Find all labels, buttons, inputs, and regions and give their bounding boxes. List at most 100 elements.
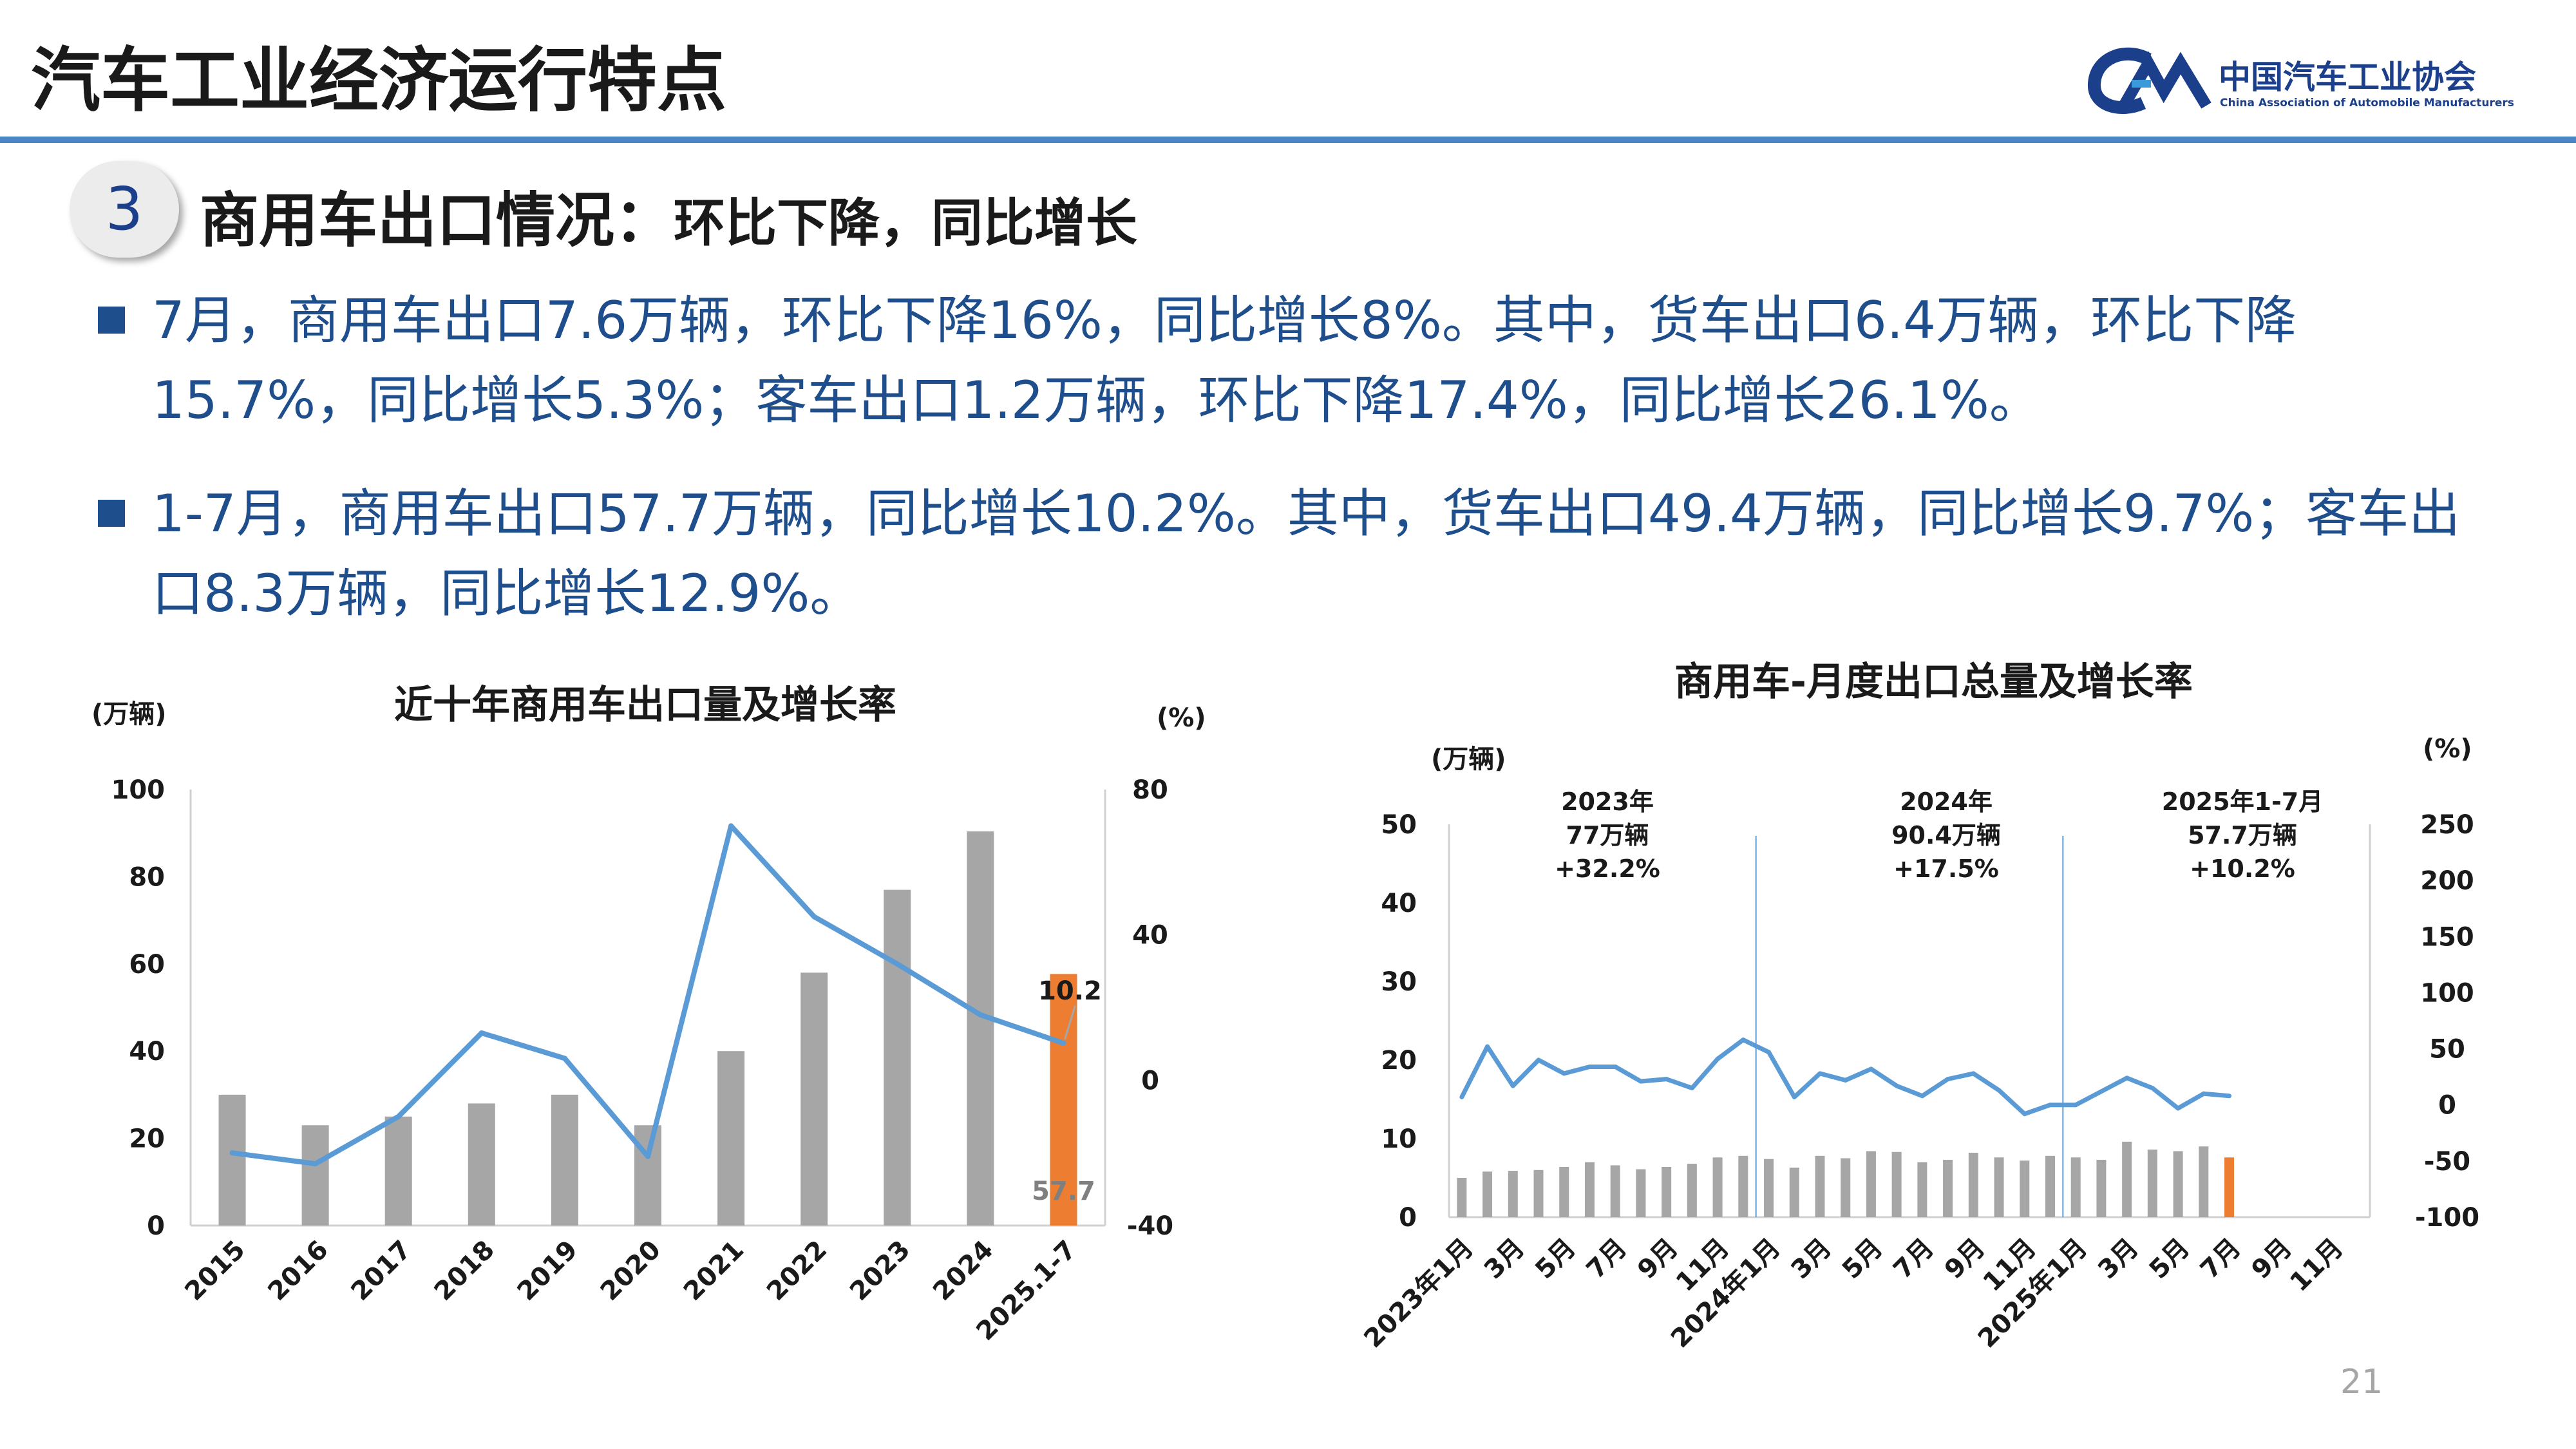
chart2-growth-point <box>1894 1083 1899 1088</box>
chart2-title: 商用车-月度出口总量及增长率 <box>1674 659 2193 705</box>
chart1-y-tick: 20 <box>129 1124 165 1154</box>
chart1-growth-point <box>312 1161 318 1167</box>
chart2-growth-point <box>1689 1086 1694 1091</box>
chart1-bar <box>468 1103 495 1226</box>
chart2-annotation-line: +32.2% <box>1555 855 1660 883</box>
chart2-growth-point <box>1613 1064 1618 1069</box>
chart1-x-tick: 2017 <box>346 1235 417 1307</box>
chart2-x-tick: 3月 <box>2092 1233 2144 1285</box>
chart2-bar <box>1764 1159 1774 1217</box>
chart1-growth-point <box>229 1150 235 1156</box>
chart2-y-tick: 30 <box>1381 967 1417 997</box>
chart2-x-tick: 3月 <box>1786 1233 1837 1285</box>
section-title: 商用车出口情况：环比下降，同比增长 <box>200 173 1137 258</box>
section-title-main: 商用车出口情况： <box>200 186 674 255</box>
chart2-y-tick: 20 <box>1381 1046 1417 1075</box>
chart2-bar <box>1636 1169 1646 1217</box>
chart1-y-tick: 60 <box>129 950 165 980</box>
chart1-growth-point <box>395 1113 401 1119</box>
chart2-growth-point <box>2047 1103 2052 1108</box>
chart1-growth-point <box>1061 1040 1066 1046</box>
chart1-title: 近十年商用车出口量及增长率 <box>394 683 896 728</box>
chart2-y2-unit: (%) <box>2423 734 2472 764</box>
chart2-bar <box>1891 1151 1902 1217</box>
chart1-y2-unit: (%) <box>1157 703 1206 733</box>
chart2-annotation-line: +10.2% <box>2190 855 2295 883</box>
chart2-growth-point <box>1485 1044 1490 1049</box>
chart1-x-tick: 2021 <box>678 1235 750 1307</box>
chart2-y2-tick: 0 <box>2438 1091 2456 1121</box>
chart2-y-tick: 40 <box>1381 889 1417 918</box>
chart1-bar <box>384 1116 412 1226</box>
chart2: 0 10 20 30 40 50 -100 -50 0 50 100 150 200 250 2023年1月… <box>1358 788 2479 1354</box>
chart2-bar <box>2147 1150 2157 1217</box>
bullet-marker-2 <box>98 500 125 527</box>
chart2-y2-tick: 150 <box>2420 922 2474 952</box>
chart1-growth-line <box>232 823 1065 1167</box>
chart2-growth-line <box>1459 1037 2230 1117</box>
chart2-growth-point <box>1766 1050 1772 1055</box>
chart2-growth-point <box>2227 1094 2232 1099</box>
chart1-y-unit: (万辆) <box>91 699 167 729</box>
chart2-x-tick: 5月 <box>2144 1233 2195 1285</box>
chart2-annotation-line: 2025年1-7月 <box>2162 788 2323 816</box>
chart1-x-tick: 2018 <box>429 1235 500 1307</box>
chart1-bar <box>800 972 828 1226</box>
section-subtitle: 环比下降，同比增长 <box>674 193 1138 253</box>
chart2-bar <box>1917 1162 1927 1217</box>
chart1-growth-point <box>978 1012 983 1018</box>
chart2-annotation-line: 2023年 <box>1561 788 1654 816</box>
chart2-growth-point <box>1459 1095 1464 1100</box>
chart1-x-tick: 2015 <box>179 1235 251 1307</box>
chart2-growth-point <box>1996 1088 2002 1093</box>
chart1-bar <box>301 1125 329 1226</box>
chart2-growth-point <box>1587 1064 1592 1069</box>
chart2-bar <box>1662 1166 1672 1217</box>
chart1-growth-point <box>811 914 817 920</box>
chart1-y-tick: 100 <box>111 775 166 805</box>
chart1-line-label-leader <box>1064 1005 1076 1040</box>
chart1-x-tick: 2019 <box>512 1235 583 1307</box>
chart1-bar <box>967 831 994 1226</box>
chart2-bar <box>1815 1155 1825 1217</box>
chart1-y-tick: 80 <box>129 862 165 892</box>
chart1-y2-tick: -40 <box>1127 1211 1173 1241</box>
chart2-growth-point <box>1638 1079 1643 1084</box>
chart2-y-tick: 50 <box>1381 810 1417 840</box>
chart2-y2-tick: 100 <box>2420 978 2474 1008</box>
chart2-annotation-line: 77万辆 <box>1566 821 1649 849</box>
chart1-x-tick: 2024 <box>927 1235 999 1307</box>
chart2-bar <box>1738 1155 1748 1217</box>
chart2-growth-point <box>1946 1077 1951 1082</box>
page-title: 汽车工业经济运行特点 <box>31 41 727 121</box>
chart1-bar <box>717 1051 745 1226</box>
chart2-growth-point <box>2150 1086 2155 1091</box>
chart1-y2-tick: 40 <box>1132 921 1168 951</box>
chart1: 0 20 40 60 80 100 -40 0 40 80 2015 2016 2017 2018 2019… <box>111 775 1174 1347</box>
chart1-growth-point <box>728 823 734 829</box>
chart1-line-label: 10.2 <box>1038 976 1102 1006</box>
chart1-y-tick: 0 <box>147 1211 165 1241</box>
chart2-bar <box>1482 1171 1493 1217</box>
chart2-y2-tick: 50 <box>2429 1035 2465 1065</box>
chart2-bar <box>2020 1160 2030 1217</box>
chart2-growth-point <box>1971 1071 1976 1076</box>
chart2-bar <box>1968 1152 1978 1217</box>
cam-logo-icon <box>2088 47 2211 114</box>
chart2-bar-highlight <box>2224 1157 2235 1217</box>
chart2-growth-point <box>1920 1094 1925 1099</box>
chart2-bar <box>1584 1162 1595 1217</box>
chart2-growth-point <box>1741 1037 1746 1043</box>
chart2-bar <box>2070 1157 2081 1217</box>
bullet-text-2: 1-7月，商用车出口57.7万辆，同比增长10.2%。其中，货车出口49.4万辆… <box>152 484 2461 623</box>
chart2-growth-point <box>1536 1057 1541 1063</box>
chart1-y2-tick: 0 <box>1141 1066 1159 1095</box>
chart1-bar <box>218 1094 246 1226</box>
chart2-y-unit: (万辆) <box>1431 744 1506 774</box>
chart1-bar <box>884 889 911 1226</box>
chart2-growth-point <box>1868 1066 1873 1072</box>
chart2-x-tick: 7月 <box>1581 1233 1633 1285</box>
logo-text-en: China Association of Automobile Manufact… <box>2220 97 2514 109</box>
chart2-y2-tick: 200 <box>2420 866 2474 896</box>
chart2-x-tick: 7月 <box>1888 1233 1939 1285</box>
